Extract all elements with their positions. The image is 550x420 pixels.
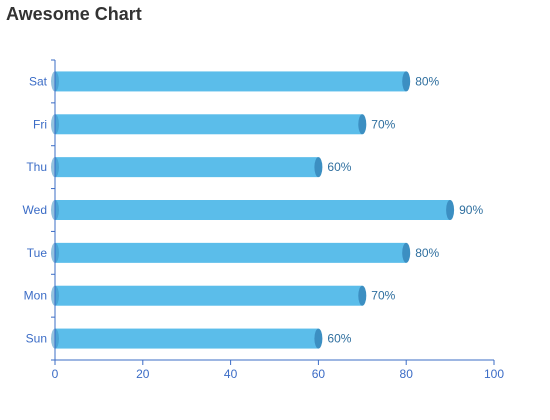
bar-body [55, 200, 451, 220]
data-label: 70% [371, 117, 395, 131]
bars-group [51, 71, 455, 349]
bar-end-cap [314, 157, 323, 178]
bar-end-cap [446, 200, 455, 220]
x-tick-label: 60 [312, 367, 326, 381]
data-label: 60% [327, 332, 351, 346]
y-tick-label: Tue [27, 246, 48, 260]
x-tick-label: 20 [136, 367, 150, 381]
bar-end-cap [358, 285, 367, 306]
x-tick-label: 40 [224, 367, 238, 381]
bar-body [55, 114, 363, 135]
data-label: 80% [415, 246, 439, 260]
x-tick-label: 80 [400, 367, 414, 381]
chart-title: Awesome Chart [6, 4, 142, 24]
bar-fri [51, 114, 367, 135]
bar-end-cap [314, 328, 323, 349]
y-tick-label: Wed [23, 203, 47, 217]
bar-body [55, 242, 407, 263]
bar-body [55, 71, 407, 92]
bar-end-cap [402, 71, 411, 92]
x-tick-label: 0 [52, 367, 59, 381]
bar-body [55, 285, 363, 306]
data-label: 80% [415, 74, 439, 88]
axes-group: Sun Mon Tue Wed Thu Fri Sat 0 20 40 60 80 100 [23, 59, 504, 381]
bar-wed [51, 200, 455, 220]
data-label: 60% [327, 160, 351, 174]
y-tick-label: Sat [29, 74, 48, 88]
y-tick-label: Fri [33, 117, 47, 131]
y-tick-label: Sun [26, 332, 47, 346]
bar-sat [51, 71, 411, 92]
y-tick-label: Mon [24, 289, 47, 303]
data-label: 70% [371, 289, 395, 303]
labels-group: 60% 70% 80% 90% 60% 70% 80% [327, 74, 483, 345]
bar-tue [51, 242, 411, 263]
bar-mon [51, 285, 367, 306]
bar-body [55, 328, 319, 349]
bar-end-cap [402, 242, 411, 263]
bar-end-cap [358, 114, 367, 135]
bar-body [55, 157, 319, 178]
data-label: 90% [459, 203, 483, 217]
y-tick-label: Thu [26, 160, 47, 174]
bar-sun [51, 328, 323, 349]
bar-thu [51, 157, 323, 178]
x-tick-label: 100 [484, 367, 504, 381]
